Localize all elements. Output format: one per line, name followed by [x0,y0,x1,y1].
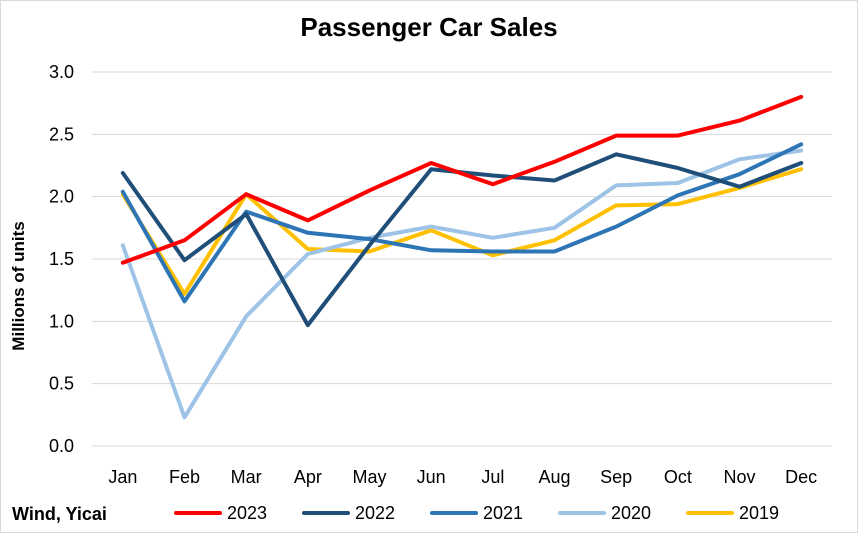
legend-item-2021: 2021 [430,503,523,523]
source-note: Wind, Yicai [12,504,107,524]
legend-item-2022: 2022 [302,503,395,523]
x-tick-label: Feb [169,467,200,487]
series-line-2019 [120,167,804,296]
x-tick-label: Nov [723,467,755,487]
y-axis-label: Millions of units [9,221,28,350]
legend-item-2019: 2019 [686,503,779,523]
y-tick-label: 2.0 [49,187,74,207]
x-tick-label: May [352,467,386,487]
y-tick-label: 3.0 [49,62,74,82]
x-axis-tick-labels: Jan Feb Mar Apr May Jun Jul Aug Sep Oct Nov Dec [108,467,817,487]
y-tick-label: 0.5 [49,374,74,394]
legend-label: 2022 [355,503,395,523]
x-tick-label: Dec [785,467,817,487]
y-tick-label: 1.5 [49,249,74,269]
x-tick-label: Jun [417,467,446,487]
legend: 2023 2022 2021 2020 2019 [174,503,779,523]
series-line-2021 [120,142,804,304]
x-tick-label: Apr [294,467,322,487]
legend-label: 2019 [739,503,779,523]
x-tick-label: Jul [481,467,504,487]
x-tick-label: Aug [538,467,570,487]
series-lines [120,94,804,420]
series-line-2023 [120,94,804,265]
legend-label: 2020 [611,503,651,523]
legend-label: 2021 [483,503,523,523]
x-tick-label: Jan [108,467,137,487]
legend-item-2020: 2020 [558,503,651,523]
x-tick-label: Sep [600,467,632,487]
y-tick-label: 1.0 [49,311,74,331]
x-tick-label: Oct [664,467,692,487]
series-line-2020 [120,148,804,420]
y-tick-label: 2.5 [49,124,74,144]
x-tick-label: Mar [231,467,262,487]
chart-title: Passenger Car Sales [300,12,557,42]
legend-item-2023: 2023 [174,503,267,523]
y-tick-label: 0.0 [49,436,74,456]
legend-label: 2023 [227,503,267,523]
y-axis-tick-labels: 0.0 0.5 1.0 1.5 2.0 2.5 3.0 [49,62,74,456]
